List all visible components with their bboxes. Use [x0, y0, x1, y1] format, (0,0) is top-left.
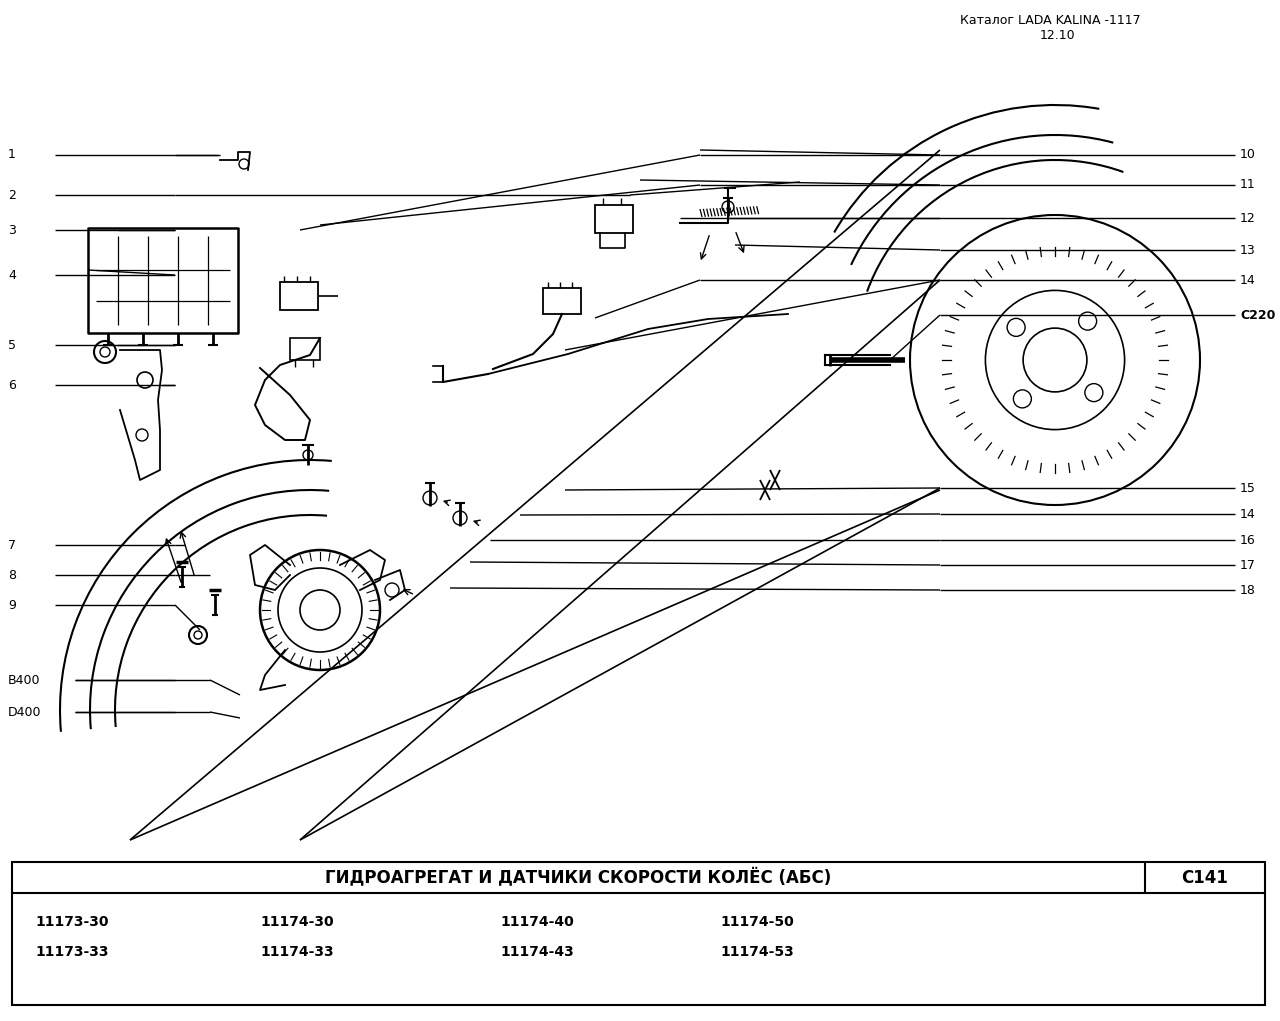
- Text: C141: C141: [1181, 869, 1229, 886]
- Text: 11174-43: 11174-43: [500, 945, 573, 959]
- Text: C220: C220: [1240, 308, 1275, 322]
- Text: 4: 4: [8, 269, 15, 282]
- Bar: [543, 288, 581, 314]
- Text: 12.10: 12.10: [1039, 29, 1075, 42]
- Text: 7: 7: [8, 538, 15, 551]
- Text: Каталог LADA KALINA -1117: Каталог LADA KALINA -1117: [960, 14, 1140, 27]
- Text: 11173-33: 11173-33: [35, 945, 109, 959]
- Text: 18: 18: [1240, 583, 1256, 596]
- Text: 3: 3: [8, 224, 15, 237]
- Bar: [12, 862, 1265, 1005]
- Text: 2: 2: [8, 189, 15, 201]
- Text: 14: 14: [1240, 507, 1256, 521]
- Text: 13: 13: [1240, 243, 1256, 256]
- Text: 15: 15: [1240, 482, 1256, 494]
- Text: D400: D400: [8, 706, 41, 719]
- Text: 11174-33: 11174-33: [260, 945, 334, 959]
- Text: ГИДРОАГРЕГАТ И ДАТЧИКИ СКОРОСТИ КОЛЁС (АБС): ГИДРОАГРЕГАТ И ДАТЧИКИ СКОРОСТИ КОЛЁС (А…: [325, 868, 832, 887]
- Text: 17: 17: [1240, 558, 1256, 572]
- Text: 11173-30: 11173-30: [35, 915, 109, 929]
- Text: 14: 14: [1240, 274, 1256, 287]
- Text: 6: 6: [8, 379, 15, 391]
- Bar: [291, 338, 320, 360]
- Text: 9: 9: [8, 598, 15, 612]
- Text: 11174-30: 11174-30: [260, 915, 334, 929]
- Bar: [595, 205, 634, 233]
- Text: 12: 12: [1240, 211, 1256, 225]
- Text: 11174-40: 11174-40: [500, 915, 573, 929]
- Text: 10: 10: [1240, 148, 1256, 161]
- Text: 11174-50: 11174-50: [719, 915, 794, 929]
- Text: 16: 16: [1240, 534, 1256, 546]
- Text: 11: 11: [1240, 179, 1256, 192]
- Bar: [88, 228, 238, 333]
- Text: 5: 5: [8, 339, 15, 351]
- Text: B400: B400: [8, 674, 41, 686]
- Bar: [280, 282, 317, 310]
- Text: 8: 8: [8, 569, 15, 582]
- Text: 11174-53: 11174-53: [719, 945, 794, 959]
- Text: 1: 1: [8, 148, 15, 161]
